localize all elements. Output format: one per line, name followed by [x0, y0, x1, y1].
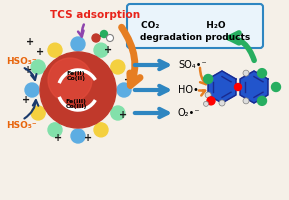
Text: Fe(II)
Co(II): Fe(II) Co(II) — [66, 71, 86, 81]
Text: +: + — [119, 110, 127, 120]
Polygon shape — [240, 71, 268, 103]
Circle shape — [107, 34, 114, 42]
Text: SO₄•⁻: SO₄•⁻ — [178, 60, 207, 70]
Circle shape — [257, 96, 266, 105]
Text: TCS adsorption: TCS adsorption — [50, 10, 140, 20]
Circle shape — [271, 82, 281, 92]
Circle shape — [101, 30, 108, 38]
Text: CO₂               H₂O: CO₂ H₂O — [141, 21, 225, 29]
Text: Fe(III)
Co(III): Fe(III) Co(III) — [65, 99, 87, 109]
Circle shape — [92, 34, 100, 42]
Circle shape — [205, 92, 211, 98]
Circle shape — [117, 83, 131, 97]
Circle shape — [234, 84, 242, 90]
Circle shape — [31, 60, 45, 74]
Circle shape — [31, 106, 45, 120]
Text: +: + — [104, 45, 112, 55]
Circle shape — [48, 123, 62, 137]
Circle shape — [71, 129, 85, 143]
Text: HSO₅⁻: HSO₅⁻ — [6, 120, 37, 130]
Polygon shape — [208, 71, 236, 103]
Circle shape — [40, 52, 116, 128]
Circle shape — [207, 97, 215, 105]
Circle shape — [25, 83, 39, 97]
Text: HO•: HO• — [178, 85, 199, 95]
Circle shape — [111, 60, 125, 74]
Text: +: + — [124, 75, 132, 85]
Circle shape — [111, 106, 125, 120]
Text: +: + — [36, 47, 44, 57]
Circle shape — [48, 58, 92, 102]
Circle shape — [94, 123, 108, 137]
Text: degradation products: degradation products — [140, 32, 250, 42]
Circle shape — [94, 43, 108, 57]
Text: +: + — [24, 65, 32, 75]
Circle shape — [203, 101, 208, 106]
Circle shape — [48, 43, 62, 57]
Text: +: + — [26, 37, 34, 47]
Text: O₂•⁻: O₂•⁻ — [178, 108, 201, 118]
Text: +: + — [22, 95, 30, 105]
Circle shape — [243, 98, 249, 104]
Text: +: + — [84, 133, 92, 143]
Circle shape — [204, 74, 213, 84]
FancyBboxPatch shape — [127, 4, 263, 48]
Circle shape — [243, 70, 249, 76]
Circle shape — [219, 100, 225, 106]
Text: HSO₅⁻: HSO₅⁻ — [6, 58, 37, 66]
Text: +: + — [54, 133, 62, 143]
Circle shape — [257, 69, 266, 78]
Circle shape — [71, 37, 85, 51]
